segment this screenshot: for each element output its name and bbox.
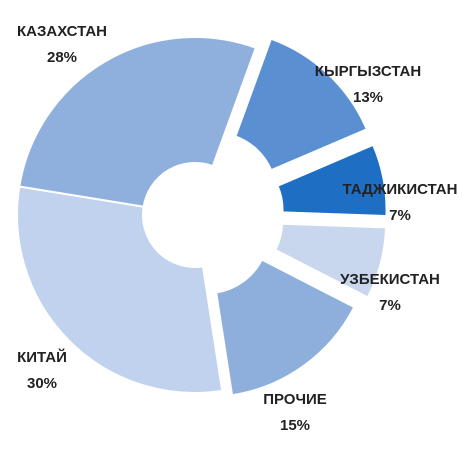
donut-segment [18,36,258,208]
donut-segment [234,37,369,172]
category-label: КИТАЙ [17,348,67,366]
donut-segment [16,185,224,394]
category-label: УЗБЕКИСТАН [340,271,440,288]
category-label: КАЗАХСТАН [17,23,107,40]
category-label: КЫРГЫЗСТАН [315,63,421,80]
value-label: 28% [47,49,77,66]
value-label: 7% [389,207,411,224]
donut-segment [273,222,388,299]
value-label: 15% [280,417,310,434]
value-label: 13% [353,89,383,106]
donut-segment [215,258,356,397]
value-label: 7% [379,297,401,314]
donut-segment [276,143,388,218]
value-label: 30% [27,375,57,392]
category-label: ТАДЖИКИСТАН [343,181,458,198]
category-label: ПРОЧИЕ [263,391,327,408]
